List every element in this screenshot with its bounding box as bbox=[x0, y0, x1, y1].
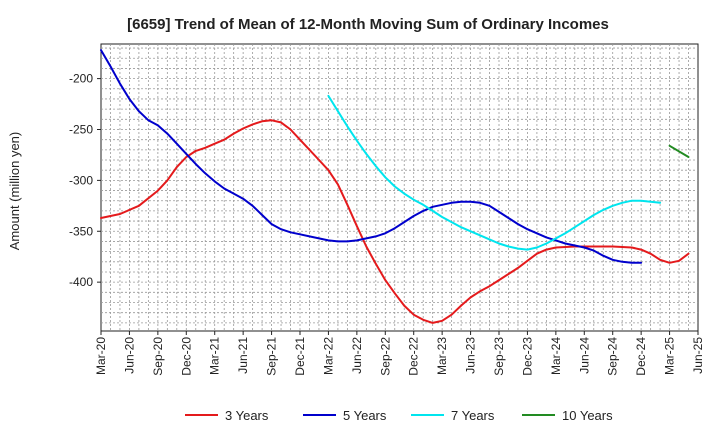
legend-label-5-years: 5 Years bbox=[343, 408, 387, 423]
x-tick-label: Mar-24 bbox=[549, 337, 563, 375]
x-tick-label: Sep-22 bbox=[378, 337, 392, 376]
x-tick-label: Jun-20 bbox=[122, 337, 136, 374]
grid bbox=[101, 44, 698, 331]
series-line-5-years bbox=[100, 49, 643, 264]
x-tick-label: Jun-22 bbox=[350, 337, 364, 374]
y-tick-label: -300 bbox=[69, 173, 93, 187]
legend-label-3-years: 3 Years bbox=[225, 408, 269, 423]
x-tick-label: Dec-21 bbox=[293, 337, 307, 376]
series-layer bbox=[100, 49, 690, 324]
series-line-3-years bbox=[100, 119, 690, 324]
legend-label-10-years: 10 Years bbox=[562, 408, 613, 423]
plot-frame bbox=[100, 43, 699, 332]
x-axis: Mar-20 Jun-20 Sep-20 Dec-20 Mar-21 Jun-21 Sep-… bbox=[94, 331, 705, 376]
x-tick-label: Sep-21 bbox=[265, 337, 279, 376]
x-tick-label: Dec-20 bbox=[179, 337, 193, 376]
chart-title: [6659] Trend of Mean of 12-Month Moving … bbox=[127, 16, 609, 33]
y-tick-label: -350 bbox=[69, 224, 93, 238]
x-tick-label: Dec-23 bbox=[520, 337, 534, 376]
y-tick-label: -400 bbox=[69, 275, 93, 289]
x-tick-label: Mar-20 bbox=[94, 337, 108, 375]
x-tick-label: Sep-20 bbox=[151, 337, 165, 376]
series-line-10-years bbox=[668, 144, 690, 158]
y-tick-label: -250 bbox=[69, 122, 93, 136]
y-axis: -200 -250 -300 -350 -400 bbox=[69, 72, 101, 289]
x-tick-label: Jun-21 bbox=[236, 337, 250, 374]
x-tick-label: Mar-25 bbox=[663, 337, 677, 375]
x-tick-label: Mar-22 bbox=[321, 337, 335, 375]
x-tick-label: Mar-23 bbox=[435, 337, 449, 375]
plot-area bbox=[100, 43, 699, 332]
y-axis-label: Amount (million yen) bbox=[7, 132, 22, 251]
legend-label-7-years: 7 Years bbox=[451, 408, 495, 423]
x-tick-label: Jun-24 bbox=[577, 337, 591, 374]
x-tick-label: Sep-24 bbox=[606, 337, 620, 376]
y-tick-label: -200 bbox=[69, 72, 93, 86]
x-tick-label: Sep-23 bbox=[492, 337, 506, 376]
x-tick-label: Dec-24 bbox=[634, 337, 648, 376]
x-tick-label: Jun-23 bbox=[464, 337, 478, 374]
x-tick-label: Jun-25 bbox=[691, 337, 705, 374]
x-tick-label: Mar-21 bbox=[208, 337, 222, 375]
series-line-7-years bbox=[327, 94, 662, 251]
legend: 3 Years 5 Years 7 Years 10 Years bbox=[185, 408, 613, 423]
x-tick-label: Dec-22 bbox=[407, 337, 421, 376]
